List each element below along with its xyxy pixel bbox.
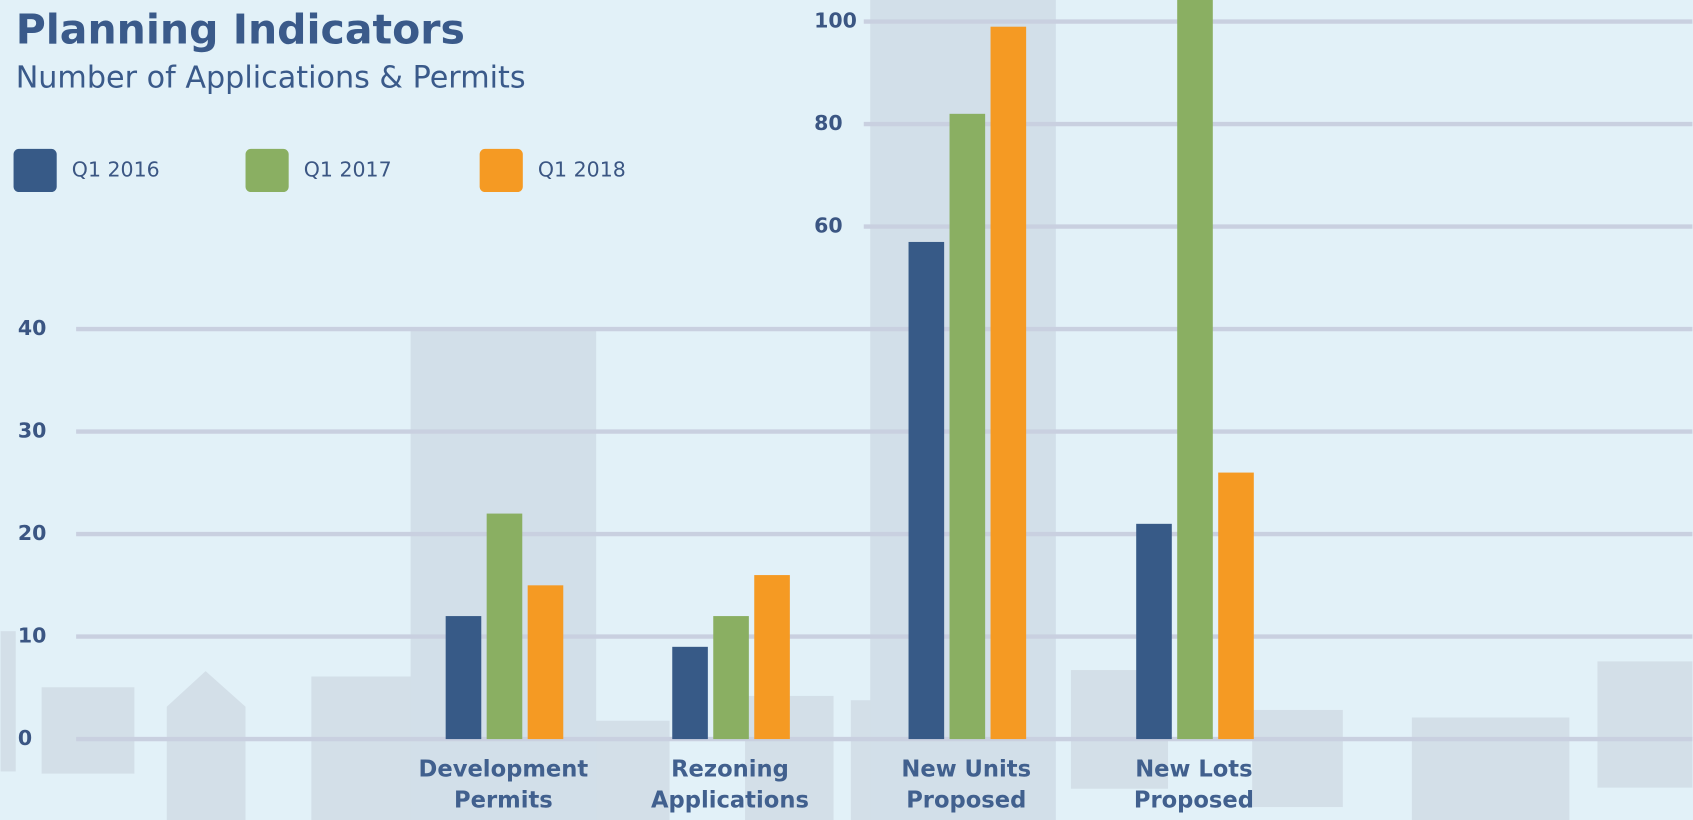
legend-label: Q1 2018 <box>538 157 626 181</box>
legend-swatch <box>13 148 57 193</box>
bar <box>949 113 986 740</box>
legend-label: Q1 2016 <box>72 157 160 181</box>
y-tick-label: 30 <box>18 419 47 443</box>
y-tick-label: 40 <box>18 316 47 340</box>
x-tick-label: New Lots Proposed <box>1134 756 1254 813</box>
bar <box>1136 523 1172 740</box>
plot: 0 10 20 30 40 60 80 100 Development Permits Rezoni… <box>13 0 1693 813</box>
bar <box>713 616 749 740</box>
y-tick-label: 80 <box>814 111 843 135</box>
x-tick-label-line: Proposed <box>1134 787 1254 813</box>
bar <box>1177 0 1213 740</box>
chart-subtitle: Number of Applications & Permits <box>16 60 526 95</box>
y-tick-label: 10 <box>18 624 47 648</box>
x-tick-label: Development Permits <box>419 756 589 813</box>
x-tick-label: New Units Proposed <box>901 756 1031 813</box>
bar <box>908 241 945 740</box>
x-tick-label-line: Rezoning <box>671 756 789 782</box>
x-tick-label-line: Permits <box>454 787 553 813</box>
bar <box>445 616 482 740</box>
chart-title: Planning Indicators <box>16 5 465 53</box>
legend-swatch <box>479 148 523 193</box>
bar <box>486 513 523 740</box>
legend-label: Q1 2017 <box>304 157 392 181</box>
bar <box>990 26 1027 740</box>
bar <box>1218 472 1254 740</box>
legend-swatch <box>245 148 289 193</box>
y-tick-label: 0 <box>18 726 32 750</box>
bar <box>754 575 790 740</box>
y-tick-label: 20 <box>18 521 47 545</box>
x-tick-label-line: Applications <box>651 787 809 813</box>
bar <box>527 585 564 740</box>
y-tick-label: 100 <box>814 9 857 33</box>
y-tick-label: 60 <box>814 214 843 238</box>
bar <box>672 646 708 740</box>
x-tick-label-line: New Lots <box>1135 756 1252 782</box>
x-tick-label-line: New Units <box>901 756 1031 782</box>
x-tick-label-line: Proposed <box>906 787 1026 813</box>
x-tick-label-line: Development <box>419 756 589 782</box>
skyline <box>0 631 1693 820</box>
x-tick-label: Rezoning Applications <box>651 756 809 813</box>
